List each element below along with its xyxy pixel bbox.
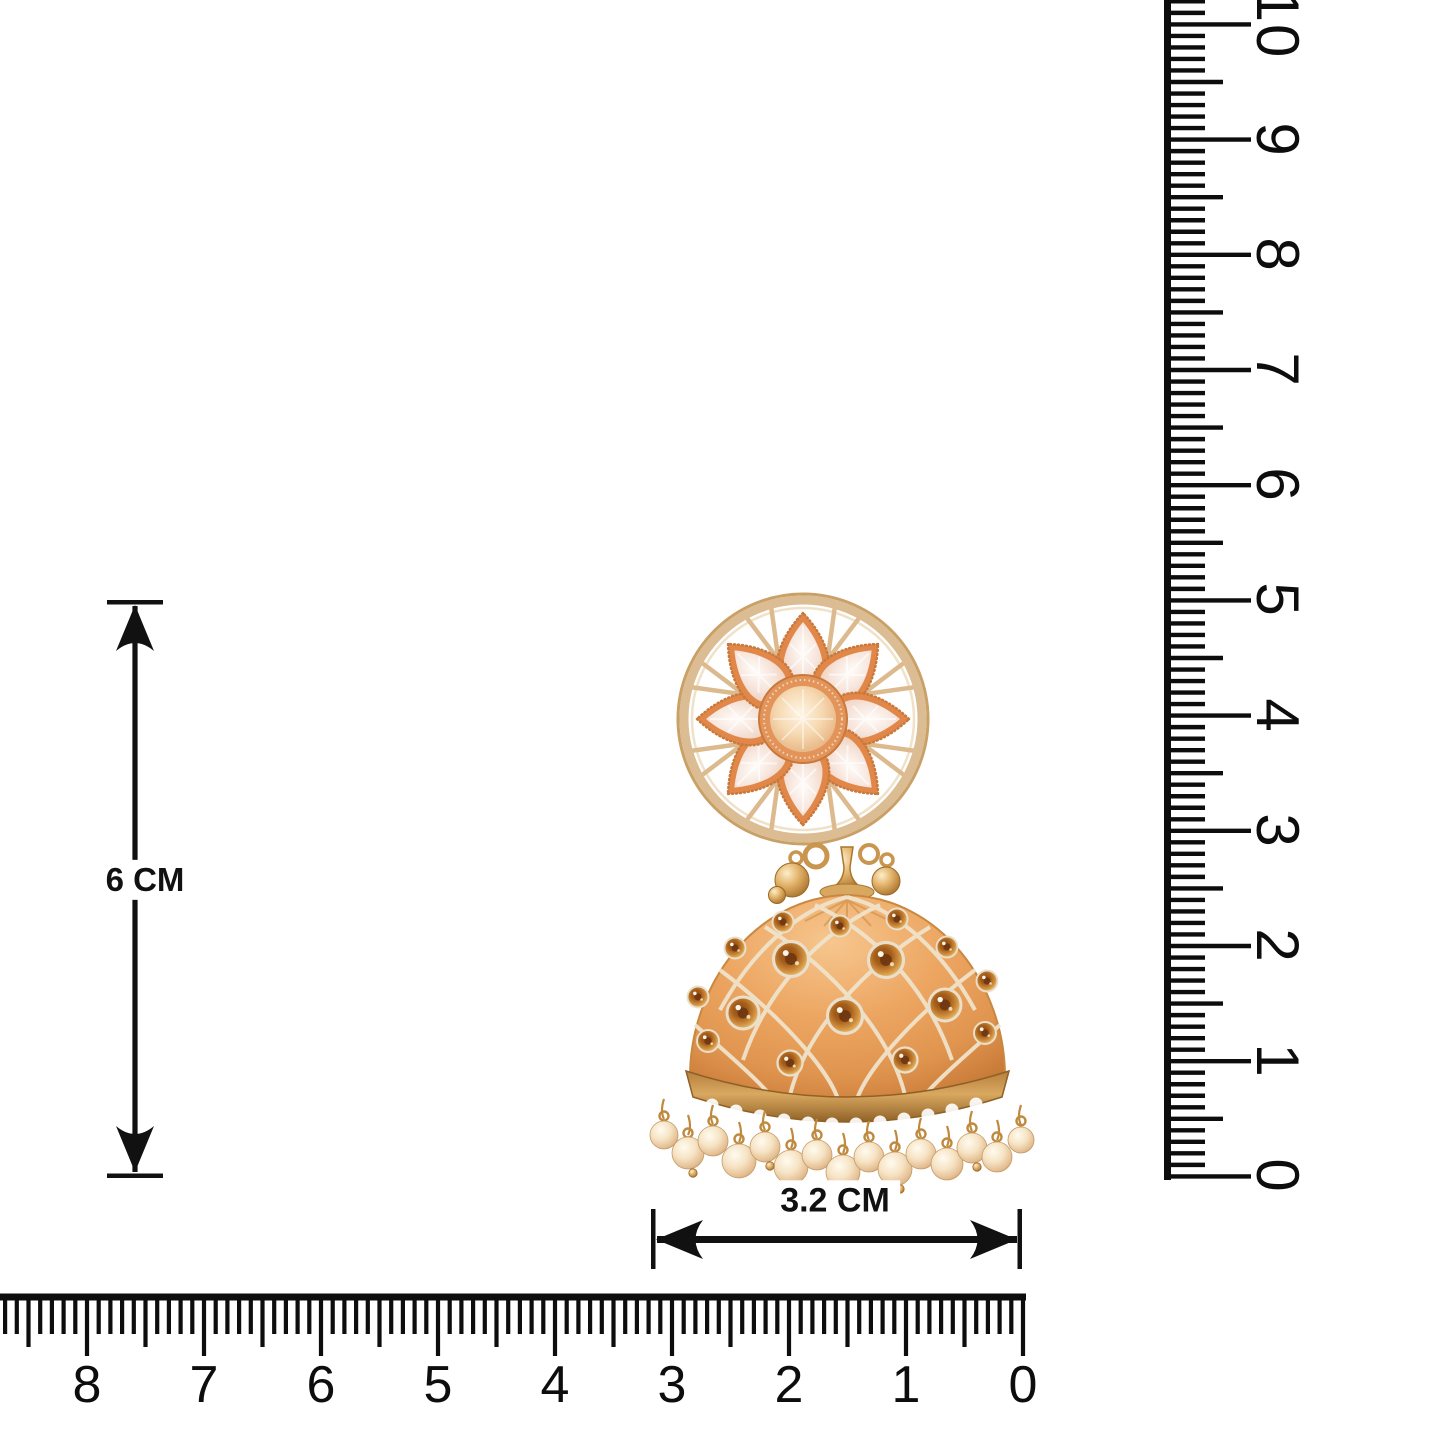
connector-rings [788,842,895,870]
ruler-number: 3 [657,1356,687,1414]
ruler-number: 8 [1244,237,1311,273]
scalloped-rim [684,1069,1011,1131]
ruler-number: 2 [774,1356,804,1414]
floral-stud-top [676,592,930,846]
ruler-number: 6 [1244,467,1311,503]
ruler-number: 5 [1244,582,1311,619]
ruler-number: 7 [189,1356,219,1414]
ruler-number: 0 [1008,1356,1038,1414]
ruler-number: 6 [306,1356,336,1414]
ruler-number: 3 [1244,813,1311,849]
ruler-number: 1 [1244,1043,1311,1079]
dome-finial [768,846,901,904]
ruler-number: 0 [1244,1158,1311,1195]
height-dimension-label: 6 CM [97,859,193,901]
jhumka-dome [684,893,1011,1131]
gold-ball-small [768,886,786,904]
gold-ball-right [871,866,901,896]
ruler-number: 4 [540,1356,570,1414]
ruler-number: 5 [423,1356,453,1414]
gold-ball-left [774,862,810,898]
ruler-number: 8 [72,1356,102,1414]
ruler-number: 4 [1244,697,1311,734]
center-crystal [758,674,848,764]
ruler-number: 7 [1244,352,1311,388]
ruler-number: 9 [1244,121,1311,158]
width-dimension-arrow [651,1209,1022,1269]
width-dimension-label: 3.2 CM [770,1180,900,1222]
ruler-number: 10 [1244,0,1311,60]
ruler-number: 2 [1244,928,1311,964]
ruler-number: 1 [891,1356,921,1414]
